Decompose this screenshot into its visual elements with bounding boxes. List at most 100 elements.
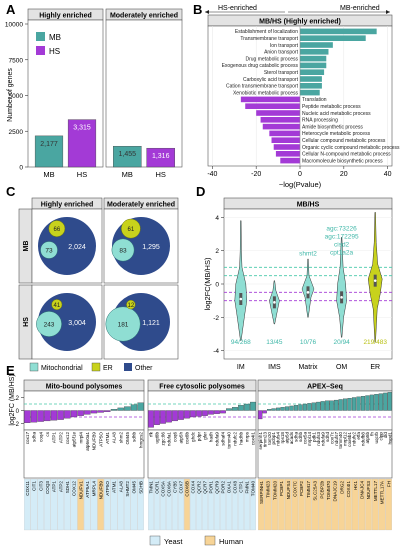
protein-cell	[97, 478, 104, 531]
go-term-label: Cellular N-compound metabolic process	[302, 152, 391, 158]
count-label: 13/45	[266, 339, 283, 346]
panel-a-bar-chart: Number of genes Highly enriched Moderate…	[5, 8, 183, 179]
protein-cell	[291, 478, 299, 531]
protein-cell	[345, 478, 352, 531]
go-term-bar	[300, 28, 377, 35]
bar	[113, 145, 142, 168]
panel-b-xlabel: −log(Pvalue)	[279, 180, 322, 189]
legend-label-mito: Mitochondrial	[41, 365, 83, 372]
protein-label: SLC25A3	[313, 481, 318, 501]
ranked-bar	[325, 400, 330, 411]
panel-a-facet-2: Moderately enriched	[105, 8, 183, 168]
legend-swatch-mb	[36, 32, 45, 41]
go-term-label: Anion transport	[264, 50, 299, 56]
er-count-label: 66	[54, 227, 61, 233]
ranked-bar	[351, 397, 357, 411]
gene-label: hspd1	[387, 432, 392, 445]
gene-label: acads	[289, 431, 294, 444]
ranked-bar	[360, 396, 366, 411]
panel-letter-a: A	[6, 2, 16, 17]
go-term-bar	[280, 157, 300, 164]
protein-cell	[84, 478, 91, 531]
legend-label-other: Other	[135, 365, 153, 372]
y-tick-label: 7500	[9, 57, 24, 64]
x-tick-label: -20	[251, 171, 261, 178]
legend-swatch-er	[91, 362, 101, 372]
protein-cell	[202, 478, 208, 531]
panel-e-ylabel: log2FC (MB/HS)	[9, 374, 16, 425]
mito-count-label: 243	[44, 322, 55, 329]
gene-label: ndufs7	[334, 432, 339, 446]
protein-label: SDHB	[138, 481, 143, 494]
ranked-bar	[267, 409, 272, 411]
x-tick-label: HS	[156, 170, 166, 179]
other-count-label: 1,121	[142, 320, 160, 327]
gene-label: ghdc	[191, 431, 196, 442]
protein-cell	[50, 478, 58, 531]
gene-label: fh	[370, 432, 375, 436]
ranked-bar	[293, 405, 299, 411]
col-title-1: Highly enriched	[41, 202, 94, 209]
gene-label: ndufa9	[320, 432, 325, 446]
gene-label: ndufv2	[352, 432, 357, 446]
facet-title: Free cytosolic polysomes	[159, 384, 245, 391]
ranked-bar	[280, 407, 285, 411]
ranked-bar	[365, 395, 370, 411]
count-label: 94/268	[231, 339, 251, 346]
other-count-label: 2,024	[68, 244, 86, 251]
legend-label-mb: MB	[49, 33, 61, 42]
ranked-bar	[238, 405, 244, 411]
ranked-bar	[64, 410, 71, 419]
ranked-bar	[148, 410, 154, 428]
y-tick-label: -2	[213, 315, 219, 322]
ranked-bar	[258, 410, 263, 420]
gene-annotation: cpt1a2a	[330, 250, 354, 257]
panel-d-ylabel: log2FC(MB/HS)	[203, 257, 212, 310]
gene-label: tomm40	[338, 432, 343, 449]
gene-label: atp6v0a1	[85, 432, 90, 451]
panel-b-title: MB/HS (Highly enriched)	[259, 19, 341, 26]
pie-mito-slice	[105, 306, 141, 342]
gene-label: mrpl14	[307, 432, 312, 446]
protein-label: NDUFS3	[366, 481, 371, 500]
er-count-label: 61	[128, 227, 135, 233]
go-term-bar	[269, 130, 300, 137]
protein-cell	[30, 478, 38, 531]
protein-cell	[110, 478, 118, 531]
violin-shape	[234, 220, 248, 341]
gene-label: cox17	[25, 432, 30, 445]
ranked-bar	[184, 410, 190, 419]
ranked-bar	[334, 399, 339, 411]
ranked-bar	[84, 410, 91, 415]
protein-label: QCR2	[197, 481, 202, 494]
mito-count-label: 181	[118, 322, 129, 329]
go-term-bar	[300, 62, 327, 69]
protein-cell	[77, 478, 84, 531]
ranked-bar	[137, 402, 144, 411]
gene-label: atp5h	[179, 432, 184, 444]
protein-cell	[372, 478, 379, 531]
protein-cell	[325, 478, 332, 531]
panel-d-violin-chart: MB/HS log2FC(MB/HS) -4 -2 0 2 4 94/268 IM 13/45…	[203, 197, 393, 371]
gene-label: pdk1	[311, 432, 316, 442]
gene-label: rfk	[149, 431, 154, 437]
go-term-bar	[300, 83, 322, 89]
legend-label-yeast: Yeast	[164, 537, 183, 546]
other-count-label: 3,004	[68, 320, 86, 327]
ranked-bar	[276, 407, 281, 411]
protein-cell	[318, 478, 325, 531]
gene-label: etfa	[356, 432, 361, 440]
gene-label: pdpr	[197, 432, 202, 442]
panel-b-bars: Establishment of localizationTransmembra…	[222, 26, 400, 166]
protein-label: ATP1	[52, 481, 57, 493]
ranked-bar	[50, 410, 58, 421]
protein-label: COX7C	[292, 480, 297, 497]
mito-count-label: 73	[45, 248, 53, 255]
legend-swatch-human	[204, 535, 216, 546]
protein-label: COX12	[72, 481, 77, 497]
protein-label: COX4I1	[346, 481, 351, 498]
other-count-label: 1,295	[142, 244, 160, 251]
bar	[67, 119, 97, 168]
protein-cell	[271, 478, 279, 531]
y-tick-label: 2	[16, 396, 20, 402]
